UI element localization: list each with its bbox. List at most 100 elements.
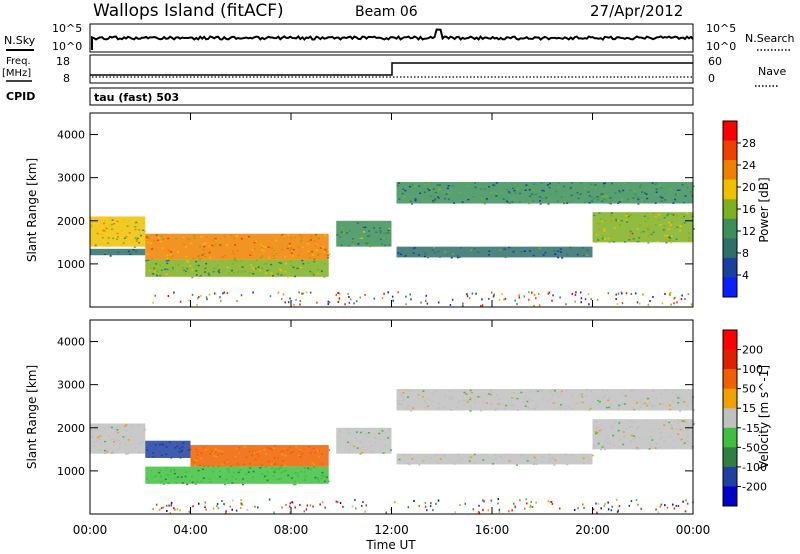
data-speckle [102,222,105,225]
data-speckle [281,450,284,453]
data-speckle [521,454,524,457]
data-speckle [617,407,620,410]
data-speckle [617,219,620,222]
data-speckle [690,401,693,403]
data-speckle [151,258,154,261]
noise-speckle [610,509,613,512]
data-speckle [615,218,618,221]
data-speckle [267,246,270,249]
data-speckle [165,453,168,455]
data-speckle [444,395,447,397]
data-speckle [103,220,106,222]
data-speckle [645,193,648,195]
data-speckle [507,191,510,193]
data-speckle [125,429,128,432]
data-speckle [497,403,500,405]
noise-speckle [413,500,415,503]
noise-speckle [225,511,227,514]
data-speckle [450,409,453,411]
data-speckle [496,394,499,397]
data-speckle [477,251,480,253]
data-speckle [411,184,414,186]
data-speckle [143,430,146,432]
data-speckle [217,264,220,267]
data-speckle [657,218,660,221]
data-speckle [469,398,472,401]
data-speckle [327,254,330,256]
data-speckle [622,189,625,192]
data-speckle [374,433,377,436]
data-speckle [292,248,295,251]
data-speckle [181,446,184,448]
data-speckle [586,456,589,459]
data-speckle [249,272,252,274]
data-speckle [190,459,193,461]
data-speckle [106,451,109,453]
data-speckle [677,189,680,192]
data-speckle [158,471,161,474]
data-speckle [542,254,545,256]
noise-speckle [475,292,477,295]
data-speckle [368,230,371,232]
data-speckle [641,201,644,204]
data-speckle [245,456,248,459]
noise-speckle [617,292,620,295]
data-speckle [449,390,452,393]
data-speckle [409,200,412,203]
data-speckle [596,195,599,198]
data-speckle [655,397,658,400]
data-speckle [398,458,401,461]
data-speckle [499,456,502,458]
data-speckle [590,390,593,393]
data-speckle [668,421,671,424]
data-speckle [258,450,261,452]
data-speckle [276,478,279,481]
data-speckle [494,409,497,411]
data-speckle [309,270,312,273]
data-speckle [684,437,687,440]
colorbar-cell [723,160,737,181]
data-speckle [167,482,170,484]
noise-speckle [681,294,683,297]
data-speckle [134,237,137,239]
data-speckle [272,447,275,450]
data-speckle [418,185,421,187]
noise-speckle [493,293,495,296]
data-speckle [581,401,584,404]
data-speckle [347,441,350,444]
data-speckle [116,426,119,428]
data-speckle [127,250,130,253]
data-speckle [352,244,355,246]
data-speckle [638,224,641,227]
data-speckle [642,230,645,233]
noise-speckle [198,295,200,298]
noise-speckle [338,297,341,300]
data-speckle [124,443,127,446]
data-speckle [236,462,239,465]
data-speckle [193,234,196,237]
data-speckle [387,229,390,231]
data-speckle [588,194,591,197]
data-speckle [127,439,130,441]
data-speckle [499,249,502,251]
data-speckle [208,478,211,480]
data-speckle [578,252,581,254]
data-speckle [553,389,556,392]
data-speckle [173,469,176,472]
data-speckle [320,270,323,272]
data-speckle [201,468,204,471]
data-speckle [443,454,446,456]
data-speckle [605,390,608,392]
data-speckle [111,452,114,454]
data-speckle [649,446,652,448]
noise-speckle [387,291,389,294]
data-speckle [147,237,150,239]
data-speckle [673,420,676,423]
data-speckle [456,254,459,257]
data-speckle [314,245,317,247]
data-speckle [365,432,368,435]
data-speckle [364,226,367,229]
data-speckle [552,402,555,404]
data-speckle [160,454,163,457]
nsky-tick-bottom: 10^0 [52,40,82,53]
